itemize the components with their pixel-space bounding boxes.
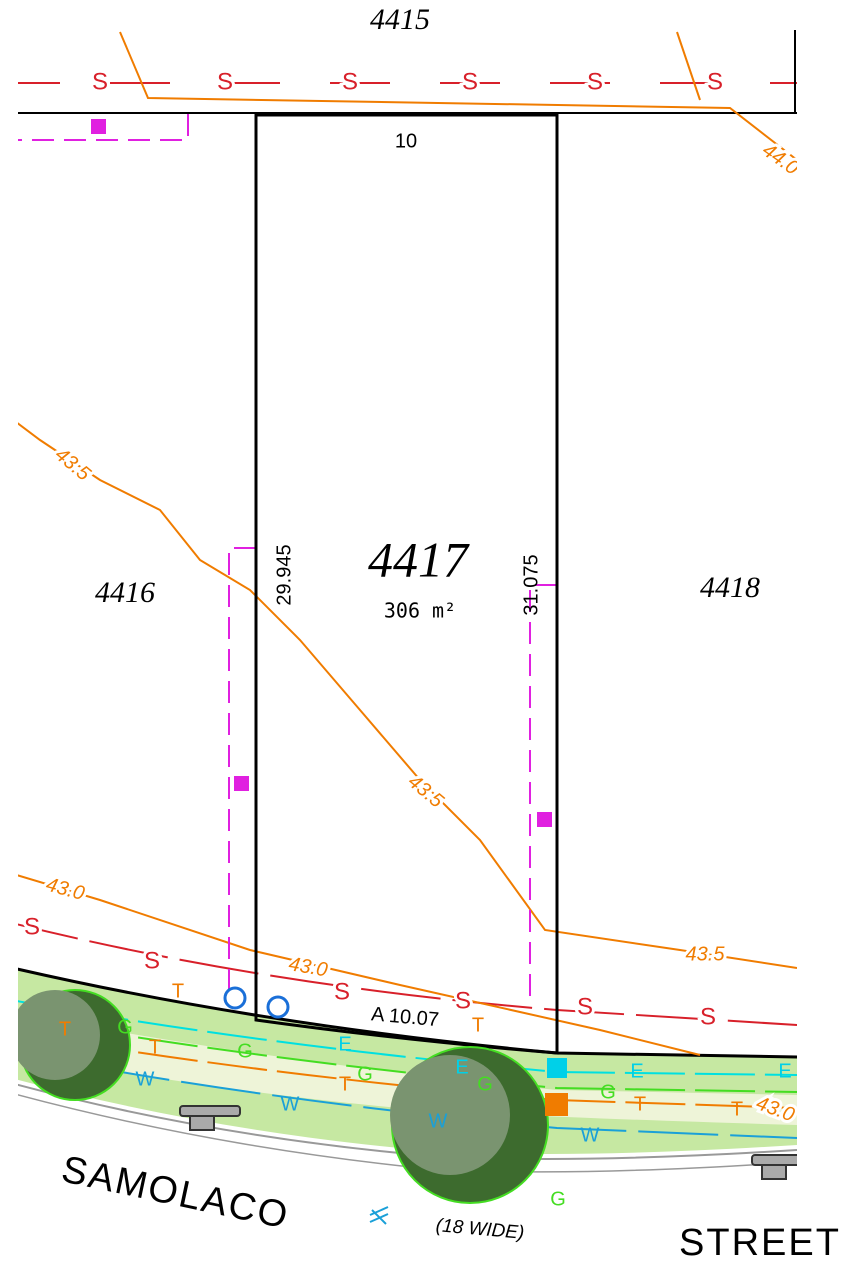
pit (91, 119, 106, 134)
service-label: E (630, 1060, 643, 1082)
service-label: S (144, 947, 160, 974)
valve (223, 986, 290, 1019)
service-label: T (172, 980, 184, 1002)
service-label: E (778, 1060, 791, 1082)
service-label: S (707, 68, 723, 95)
service-label: S (217, 68, 233, 95)
pit (234, 776, 249, 791)
lot-number: 4416 (95, 576, 155, 609)
service-label: S (92, 68, 108, 95)
service-label: E (455, 1056, 468, 1078)
service-label: S (455, 987, 471, 1014)
drain (179, 1105, 797, 1180)
contour (676, 31, 701, 101)
footpath (18, 1013, 797, 1125)
contour (18, 874, 701, 1056)
service-label: T (472, 1014, 484, 1036)
tree (390, 1046, 549, 1204)
service-label: W (581, 1124, 600, 1146)
service-label: W (136, 1068, 155, 1090)
easement (18, 113, 189, 141)
electric-pit (547, 1058, 567, 1078)
service-label: E (338, 1033, 351, 1055)
service-label: S (342, 68, 358, 95)
street-name: SAMOLACO (58, 1148, 293, 1237)
service-label: S (700, 1003, 716, 1030)
service-label: T (731, 1098, 743, 1120)
service-label: S (462, 68, 478, 95)
service-label: T (149, 1036, 161, 1058)
street-width: (18 WIDE) (435, 1215, 525, 1244)
service-label: W (281, 1093, 300, 1115)
lot-boundary (254, 113, 559, 1055)
water-symbol (369, 1206, 389, 1225)
contour-label: 43.5 (403, 771, 448, 813)
dimension: A 10.07 (370, 1003, 440, 1031)
contour-label: 43.5 (50, 444, 95, 486)
sewer-line (18, 923, 797, 1026)
contour-labels: 44.043.543.543.043.0 43.543.0 (41, 136, 803, 1129)
contour-label: 43.0 (44, 874, 87, 905)
contour-label: 43.0 (287, 953, 329, 981)
service-label: S (577, 993, 593, 1020)
service-label: W (429, 1110, 448, 1132)
street-name: STREET (679, 1222, 841, 1264)
tree (18, 989, 131, 1101)
dimension: 10 (395, 130, 417, 152)
pit (537, 812, 552, 827)
service-label: S (24, 913, 40, 940)
service-label: G (600, 1081, 616, 1103)
contour-label: 44.0 (758, 139, 803, 179)
easement (228, 547, 256, 990)
contour (119, 31, 797, 161)
lot-number: 4418 (700, 571, 760, 604)
service-label: T (59, 1018, 71, 1040)
service-label: T (634, 1093, 646, 1115)
service-label: G (357, 1063, 373, 1085)
telecom-pit (545, 1093, 568, 1116)
service-label: S (587, 68, 603, 95)
service-label: G (117, 1016, 133, 1038)
contour (18, 422, 797, 969)
service-label: G (550, 1188, 566, 1210)
dimension: 31.075 (520, 554, 542, 615)
service-label: G (477, 1073, 493, 1095)
lot-number: 4415 (370, 3, 430, 36)
service-label: T (339, 1073, 351, 1095)
service-label: S (334, 978, 350, 1005)
service-label: G (237, 1040, 253, 1062)
lot-number: 4417 (368, 531, 470, 587)
lot-area: 306 m² (384, 599, 456, 623)
dimension: 29.945 (273, 544, 295, 605)
easement (529, 584, 557, 1000)
contour-label: 43.5 (686, 943, 726, 965)
